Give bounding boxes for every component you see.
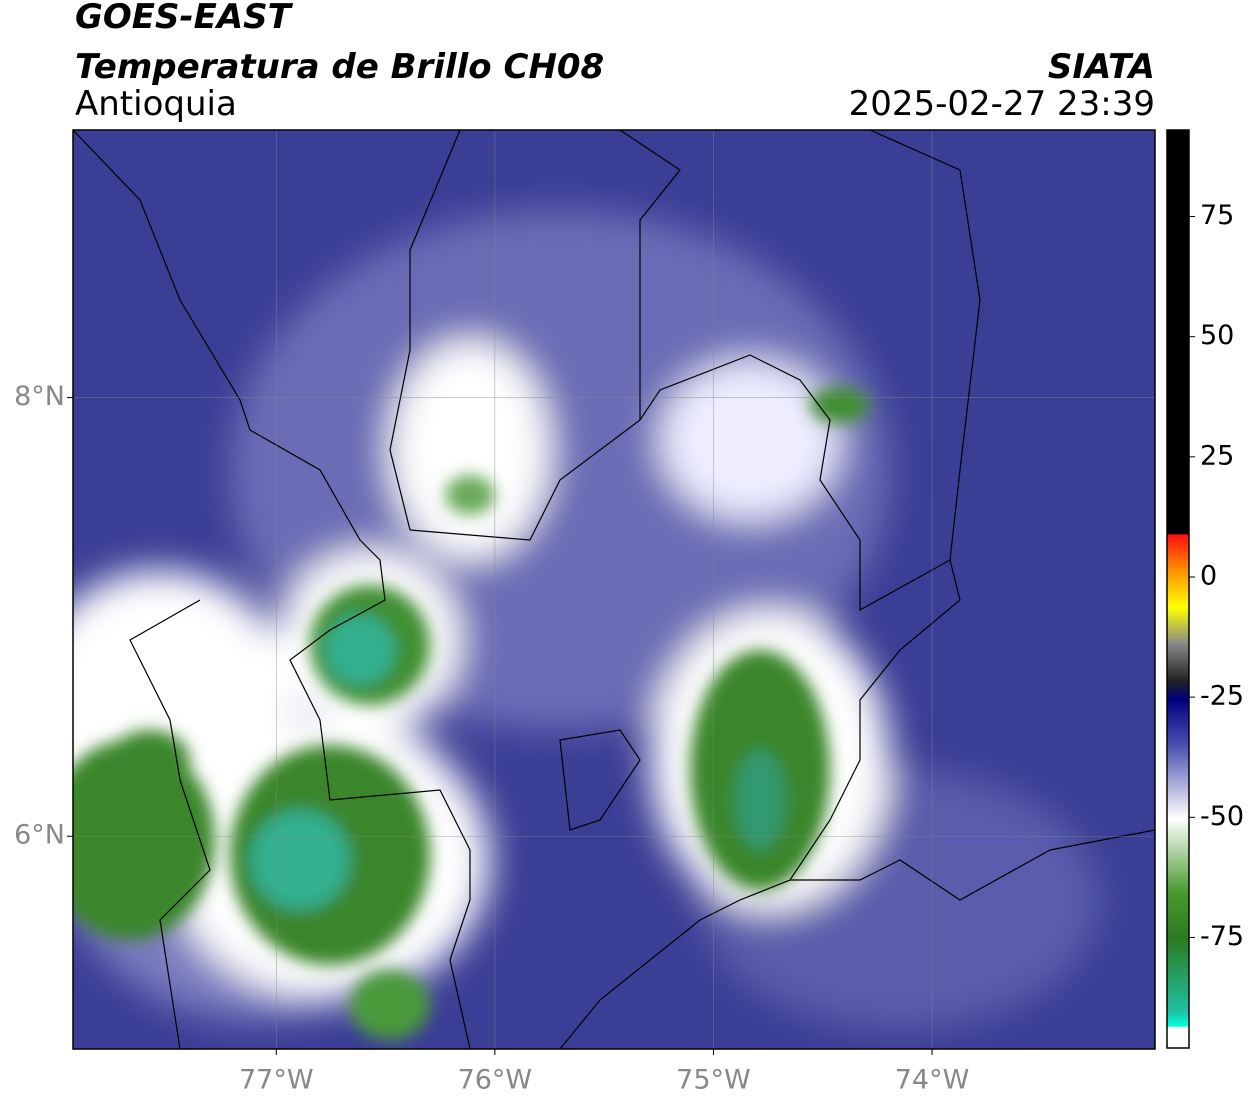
title: GOES-EAST bbox=[75, 0, 294, 37]
subtitle: Temperatura de Brillo CH08 bbox=[75, 47, 604, 87]
region: Antioquia bbox=[75, 84, 237, 124]
colorbar-tick-label: 25 bbox=[1200, 440, 1234, 471]
source: SIATA bbox=[1048, 47, 1155, 87]
y-tick-label: 8°N bbox=[14, 381, 65, 412]
colorbar-tick-label: 50 bbox=[1200, 320, 1234, 351]
colorbar-tick-label: 75 bbox=[1200, 200, 1234, 231]
satellite-image bbox=[73, 130, 1155, 1049]
colorbar bbox=[1166, 129, 1190, 1049]
x-tick-label: 75°W bbox=[676, 1065, 751, 1096]
colorbar-tick-label: -75 bbox=[1200, 921, 1244, 952]
map-frame bbox=[72, 129, 1156, 1050]
x-tick-label: 77°W bbox=[239, 1065, 314, 1096]
timestamp: 2025-02-27 23:39 bbox=[849, 84, 1155, 124]
x-tick-label: 76°W bbox=[458, 1065, 533, 1096]
colorbar-tick-label: 0 bbox=[1200, 560, 1217, 591]
colorbar-tick-label: -25 bbox=[1200, 681, 1244, 712]
y-tick-label: 6°N bbox=[14, 820, 65, 851]
graticule bbox=[73, 130, 1155, 1049]
colorbar-tick-label: -50 bbox=[1200, 801, 1244, 832]
x-tick-label: 74°W bbox=[895, 1065, 970, 1096]
